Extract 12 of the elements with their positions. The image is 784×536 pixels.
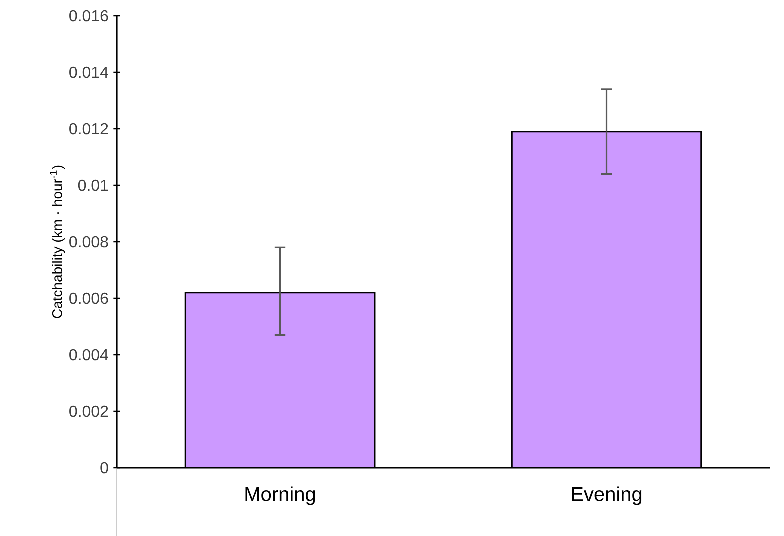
y-tick-label: 0.006 xyxy=(70,292,108,304)
y-axis-title: Catchability (km · hour$^{-1}$) xyxy=(50,166,66,318)
y-tick-label: 0.008 xyxy=(70,236,108,248)
y-tick-label: 0.012 xyxy=(70,123,108,135)
y-tick-label: 0.01 xyxy=(78,180,108,192)
x-tick-label: Morning xyxy=(246,486,316,506)
y-tick-label: 0.016 xyxy=(70,10,108,22)
y-tick-label: 0.002 xyxy=(70,406,108,418)
x-tick-label: Evening xyxy=(572,486,642,506)
y-tick-label: 0 xyxy=(100,462,108,474)
y-tick-label: 0.004 xyxy=(70,349,108,361)
y-tick-label: 0.014 xyxy=(70,66,108,78)
